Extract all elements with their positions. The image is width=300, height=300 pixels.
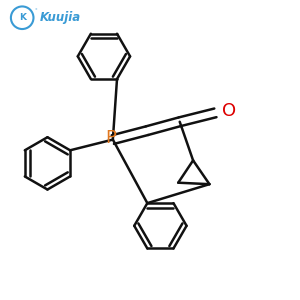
Text: °: °	[35, 8, 38, 13]
Text: K: K	[19, 13, 26, 22]
Text: P: P	[105, 129, 116, 147]
Text: O: O	[222, 102, 236, 120]
Text: Kuujia: Kuujia	[40, 11, 81, 24]
